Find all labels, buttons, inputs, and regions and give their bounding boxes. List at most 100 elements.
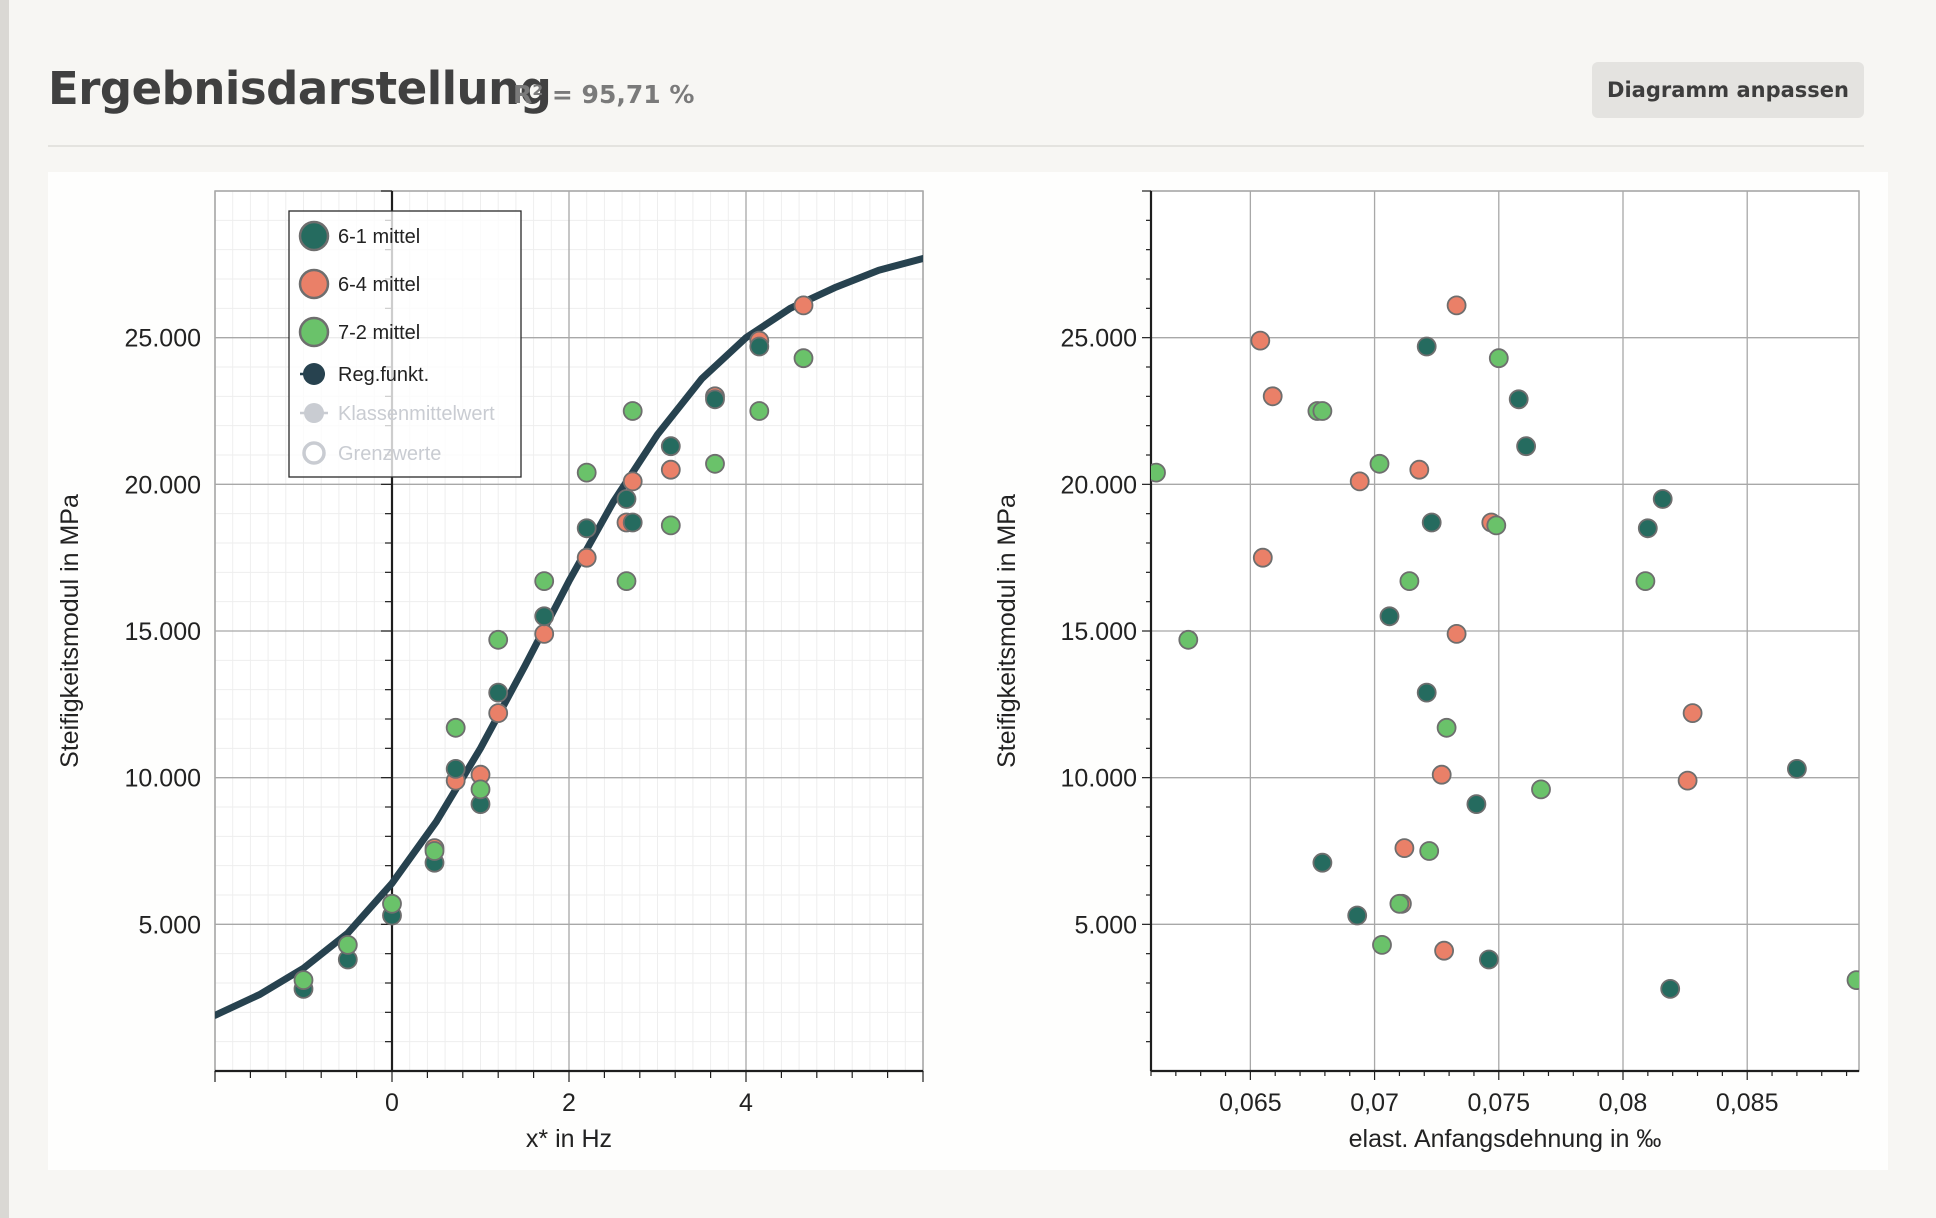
legend-marker-grenzwerte: [302, 441, 326, 465]
data-point-6-1-mittel: [1637, 518, 1658, 539]
x-tick-label: 0,08: [1599, 1089, 1648, 1117]
data-point-7-2-mittel: [1846, 970, 1859, 990]
data-point-6-4-mittel: [1409, 459, 1430, 480]
legend-marker-dot-klassenmittelwert: [304, 403, 324, 423]
x-tick-label: 0,065: [1219, 1089, 1282, 1117]
y-tick-label: 25.000: [1061, 325, 1137, 353]
x-axis-label: elast. Anfangsdehnung in ‰: [1349, 1125, 1662, 1153]
data-point-6-1-mittel: [445, 759, 466, 779]
window-edge: [0, 0, 9, 1218]
data-point-6-4-mittel: [1677, 770, 1698, 791]
data-point-6-1-mittel: [622, 512, 643, 533]
legend-label-6-1-mittel: 6-1 mittel: [338, 226, 420, 248]
data-point-6-1-mittel: [1660, 979, 1681, 999]
data-point-6-1-mittel: [1347, 905, 1368, 926]
y-tick-label: 20.000: [1061, 471, 1137, 499]
data-point-7-2-mittel: [470, 779, 491, 800]
data-point-6-1-mittel: [488, 682, 509, 703]
y-tick-label: 10.000: [1061, 765, 1137, 793]
data-point-6-4-mittel: [1349, 471, 1370, 492]
data-point-6-1-mittel: [749, 336, 770, 357]
data-point-6-1-mittel: [534, 606, 555, 627]
data-point-6-4-mittel: [1262, 386, 1283, 407]
data-point-6-1-mittel: [1416, 336, 1437, 357]
data-point-6-1-mittel: [1421, 512, 1442, 533]
data-point-6-4-mittel: [1431, 764, 1452, 785]
data-point-7-2-mittel: [1531, 779, 1551, 800]
x-tick-label: 0,085: [1716, 1089, 1779, 1117]
data-point-7-2-mittel: [337, 935, 358, 955]
legend-label-klassenmittelwert: Klassenmittelwert: [338, 403, 495, 425]
data-point-7-2-mittel: [705, 453, 725, 474]
data-point-6-4-mittel: [576, 547, 597, 568]
data-point-6-4-mittel: [534, 623, 555, 644]
data-point-7-2-mittel: [445, 717, 466, 738]
header-divider: [48, 145, 1864, 147]
legend-marker-dot-reg-funkt: [303, 363, 325, 385]
data-point-7-2-mittel: [793, 348, 814, 369]
header: Ergebnisdarstellung R² = 95,71 % Diagram…: [48, 56, 1864, 146]
y-axis-label: Steifigkeitsmodul in MPa: [993, 494, 1021, 768]
chart-stiffness-vs-strain: 5.000 10.000 15.000 20.000 25.000 0,065 0,07 0,…: [993, 190, 1860, 1153]
x-tick-label: 0,075: [1468, 1089, 1531, 1117]
y-tick-label: 25.000: [125, 325, 201, 353]
data-point-6-1-mittel: [616, 489, 637, 509]
data-point-7-2-mittel: [1488, 348, 1509, 369]
data-point-7-2-mittel: [1151, 462, 1166, 483]
data-point-7-2-mittel: [622, 401, 643, 421]
data-point-6-4-mittel: [1682, 703, 1703, 723]
data-point-6-4-mittel: [1250, 330, 1271, 351]
data-point-6-1-mittel: [1379, 606, 1400, 627]
data-point-6-1-mittel: [1466, 794, 1487, 814]
data-point-7-2-mittel: [1312, 401, 1333, 421]
data-point-7-2-mittel: [488, 629, 509, 650]
data-point-6-4-mittel: [1446, 623, 1467, 644]
data-point-7-2-mittel: [293, 970, 314, 990]
data-point-6-4-mittel: [793, 295, 814, 316]
data-point-6-1-mittel: [660, 436, 681, 457]
data-point-7-2-mittel: [1389, 893, 1410, 914]
data-point-6-4-mittel: [622, 471, 643, 492]
data-point-6-1-mittel: [576, 518, 597, 539]
data-point-6-4-mittel: [488, 703, 509, 723]
x-axis-label: x* in Hz: [526, 1125, 612, 1153]
adjust-chart-button[interactable]: Diagramm anpassen: [1592, 62, 1864, 118]
chart-stiffness-vs-frequency: 5.000 10.000 15.000 20.000 25.000 0 2 4 x* in Hz…: [56, 190, 924, 1153]
data-point-6-4-mittel: [660, 459, 681, 480]
data-point-7-2-mittel: [1486, 515, 1507, 536]
data-point-7-2-mittel: [534, 571, 555, 592]
y-axis-label: Steifigkeitsmodul in MPa: [56, 494, 84, 768]
x-tick-label: 2: [562, 1089, 576, 1117]
y-tick-label: 15.000: [1061, 618, 1137, 646]
data-point-6-4-mittel: [1394, 838, 1415, 858]
plot-content: [1151, 295, 1859, 999]
x-tick-label: 0,07: [1350, 1089, 1399, 1117]
data-point-6-1-mittel: [1479, 949, 1499, 970]
data-point-7-2-mittel: [1372, 935, 1392, 955]
legend-label-grenzwerte: Grenzwerte: [338, 443, 441, 465]
y-tick-label: 20.000: [125, 471, 201, 499]
data-point-6-1-mittel: [1516, 436, 1536, 457]
data-point-7-2-mittel: [1399, 571, 1420, 592]
data-point-7-2-mittel: [1369, 453, 1390, 474]
data-point-7-2-mittel: [576, 462, 597, 483]
data-point-6-4-mittel: [1446, 295, 1467, 316]
data-point-6-4-mittel: [1434, 940, 1454, 961]
legend-label-6-4-mittel: 6-4 mittel: [338, 274, 420, 296]
data-point-7-2-mittel: [1436, 717, 1457, 738]
data-point-7-2-mittel: [1419, 841, 1440, 861]
legend-marker-6-4-mittel: [298, 268, 330, 300]
legend: 6-1 mittel 6-4 mittel 7-2 mittel Reg.funkt.…: [288, 210, 522, 478]
data-point-6-1-mittel: [1652, 489, 1673, 509]
y-tick-label: 5.000: [138, 911, 201, 939]
data-point-7-2-mittel: [1635, 571, 1656, 592]
data-point-7-2-mittel: [1178, 629, 1199, 650]
data-point-7-2-mittel: [660, 515, 681, 536]
page-title: Ergebnisdarstellung: [48, 62, 552, 115]
r-squared-value: R² = 95,71 %: [513, 80, 695, 109]
data-point-7-2-mittel: [749, 401, 770, 421]
data-point-6-4-mittel: [1252, 547, 1273, 568]
charts-canvas: 5.000 10.000 15.000 20.000 25.000 0 2 4 x* in Hz…: [56, 190, 1860, 1153]
legend-label-7-2-mittel: 7-2 mittel: [338, 322, 420, 344]
data-point-6-1-mittel: [1787, 759, 1807, 779]
